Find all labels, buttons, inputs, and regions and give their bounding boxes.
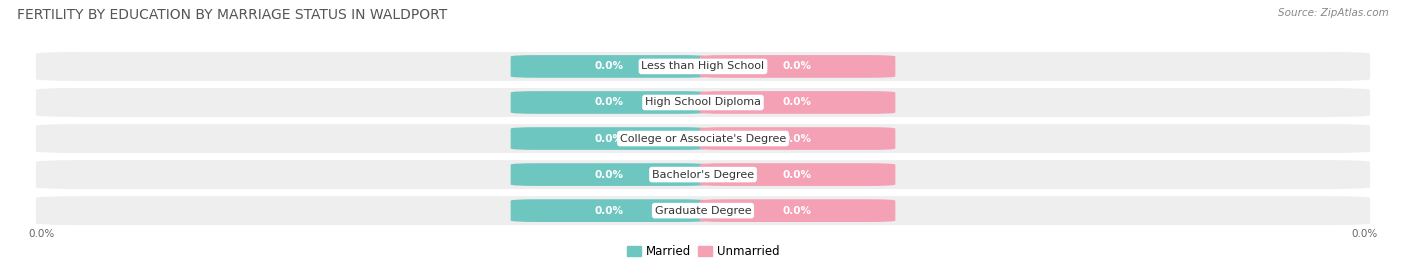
Legend: Married, Unmarried: Married, Unmarried bbox=[621, 240, 785, 262]
FancyBboxPatch shape bbox=[35, 195, 1371, 226]
FancyBboxPatch shape bbox=[510, 127, 706, 150]
FancyBboxPatch shape bbox=[510, 163, 706, 186]
Text: 0.0%: 0.0% bbox=[28, 229, 55, 239]
Text: Graduate Degree: Graduate Degree bbox=[655, 206, 751, 216]
FancyBboxPatch shape bbox=[35, 159, 1371, 190]
FancyBboxPatch shape bbox=[700, 55, 896, 78]
Text: Bachelor's Degree: Bachelor's Degree bbox=[652, 169, 754, 180]
FancyBboxPatch shape bbox=[510, 199, 706, 222]
Text: 0.0%: 0.0% bbox=[783, 133, 813, 144]
Text: 0.0%: 0.0% bbox=[593, 61, 623, 72]
FancyBboxPatch shape bbox=[35, 87, 1371, 118]
Text: 0.0%: 0.0% bbox=[783, 97, 813, 108]
Text: 0.0%: 0.0% bbox=[783, 61, 813, 72]
Text: 0.0%: 0.0% bbox=[593, 206, 623, 216]
Text: 0.0%: 0.0% bbox=[1351, 229, 1378, 239]
FancyBboxPatch shape bbox=[35, 51, 1371, 82]
FancyBboxPatch shape bbox=[35, 123, 1371, 154]
FancyBboxPatch shape bbox=[700, 163, 896, 186]
Text: 0.0%: 0.0% bbox=[593, 169, 623, 180]
Text: FERTILITY BY EDUCATION BY MARRIAGE STATUS IN WALDPORT: FERTILITY BY EDUCATION BY MARRIAGE STATU… bbox=[17, 8, 447, 22]
FancyBboxPatch shape bbox=[700, 91, 896, 114]
Text: 0.0%: 0.0% bbox=[593, 133, 623, 144]
Text: 0.0%: 0.0% bbox=[593, 97, 623, 108]
FancyBboxPatch shape bbox=[510, 91, 706, 114]
Text: 0.0%: 0.0% bbox=[783, 169, 813, 180]
Text: Less than High School: Less than High School bbox=[641, 61, 765, 72]
FancyBboxPatch shape bbox=[510, 55, 706, 78]
Text: High School Diploma: High School Diploma bbox=[645, 97, 761, 108]
Text: Source: ZipAtlas.com: Source: ZipAtlas.com bbox=[1278, 8, 1389, 18]
Text: College or Associate's Degree: College or Associate's Degree bbox=[620, 133, 786, 144]
Text: 0.0%: 0.0% bbox=[783, 206, 813, 216]
FancyBboxPatch shape bbox=[700, 199, 896, 222]
FancyBboxPatch shape bbox=[700, 127, 896, 150]
